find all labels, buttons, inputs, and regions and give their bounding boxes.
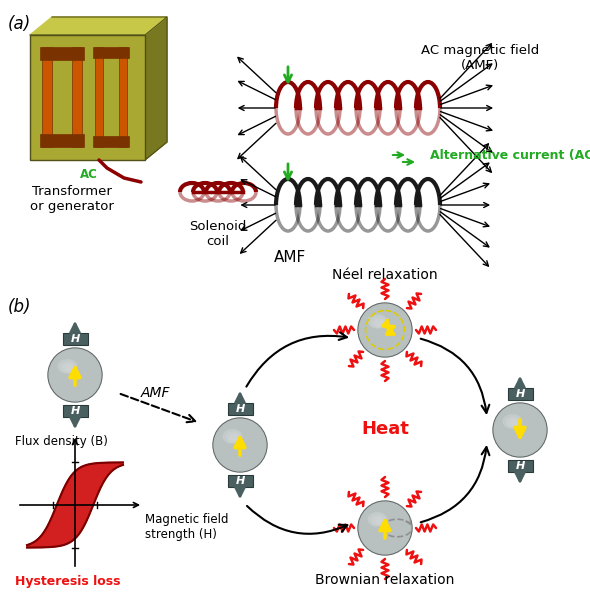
Bar xyxy=(93,136,129,147)
Ellipse shape xyxy=(375,320,382,325)
Ellipse shape xyxy=(503,415,522,428)
Bar xyxy=(40,134,84,147)
Circle shape xyxy=(213,418,267,472)
Circle shape xyxy=(358,501,412,555)
Bar xyxy=(228,403,253,415)
Text: H: H xyxy=(70,406,80,416)
Ellipse shape xyxy=(371,317,385,327)
Text: Solenoid
coil: Solenoid coil xyxy=(189,220,247,248)
Bar xyxy=(93,47,129,58)
Text: Flux density (B): Flux density (B) xyxy=(15,435,108,448)
Text: H: H xyxy=(235,404,245,414)
Circle shape xyxy=(359,304,411,356)
Ellipse shape xyxy=(373,319,384,326)
Text: H: H xyxy=(516,461,525,471)
Text: Magnetic field
strength (H): Magnetic field strength (H) xyxy=(145,513,228,541)
Bar xyxy=(63,333,87,345)
Polygon shape xyxy=(30,17,167,35)
Ellipse shape xyxy=(506,416,520,427)
Bar xyxy=(30,35,145,160)
Circle shape xyxy=(359,502,411,554)
Ellipse shape xyxy=(368,512,387,526)
Ellipse shape xyxy=(225,431,240,442)
Ellipse shape xyxy=(58,359,77,373)
Bar xyxy=(72,47,82,147)
Polygon shape xyxy=(27,463,123,548)
Text: Heat: Heat xyxy=(361,420,409,438)
Ellipse shape xyxy=(231,436,237,440)
Circle shape xyxy=(214,419,266,471)
Bar xyxy=(228,475,253,487)
Bar xyxy=(119,47,127,147)
Text: H: H xyxy=(70,334,80,344)
Text: H: H xyxy=(516,389,525,399)
Ellipse shape xyxy=(373,517,384,524)
Ellipse shape xyxy=(375,518,382,523)
Ellipse shape xyxy=(65,365,73,370)
Circle shape xyxy=(358,303,412,357)
Ellipse shape xyxy=(508,419,519,426)
Ellipse shape xyxy=(63,364,74,371)
Ellipse shape xyxy=(61,362,76,372)
Circle shape xyxy=(48,348,102,402)
Circle shape xyxy=(494,404,546,456)
Text: AC magnetic field
(AMF): AC magnetic field (AMF) xyxy=(421,44,539,72)
Bar xyxy=(507,388,533,400)
Text: Brownian relaxation: Brownian relaxation xyxy=(315,573,455,587)
Text: AMF: AMF xyxy=(140,386,170,400)
Bar xyxy=(63,405,87,417)
Ellipse shape xyxy=(223,430,242,443)
Text: Hysteresis loss: Hysteresis loss xyxy=(15,575,120,588)
Polygon shape xyxy=(145,17,167,160)
Bar xyxy=(95,47,103,147)
Circle shape xyxy=(493,403,547,457)
Ellipse shape xyxy=(371,515,385,525)
Text: AMF: AMF xyxy=(274,251,306,265)
Ellipse shape xyxy=(368,314,387,328)
Circle shape xyxy=(49,349,101,401)
Text: Néel relaxation: Néel relaxation xyxy=(332,268,438,282)
Bar xyxy=(42,47,52,147)
Text: H: H xyxy=(235,476,245,486)
Text: AC: AC xyxy=(80,169,98,181)
Text: Alternative current (AC): Alternative current (AC) xyxy=(430,148,590,161)
Ellipse shape xyxy=(510,421,517,425)
Bar xyxy=(40,47,84,60)
Text: (b): (b) xyxy=(8,298,31,316)
Text: (a): (a) xyxy=(8,15,31,33)
Bar xyxy=(507,460,533,472)
Ellipse shape xyxy=(228,434,239,441)
Text: Transformer
or generator: Transformer or generator xyxy=(30,185,114,213)
